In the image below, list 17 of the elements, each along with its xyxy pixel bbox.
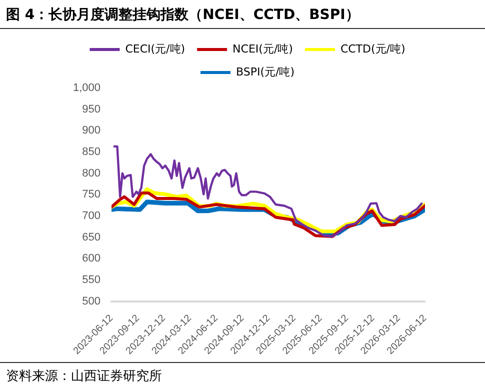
y-tick-label: 900 [82,124,101,137]
legend-label: CECI(元/吨) [125,42,186,56]
y-tick-label: 500 [82,295,101,308]
y-tick-label: 950 [82,103,101,116]
y-tick-label: 800 [82,167,101,180]
text: 资料来源：山西证券研究所 [0,362,485,389]
legend-label: CCTD(元/吨) [340,42,406,56]
y-tick-label: 850 [82,146,101,158]
y-tick-label: 750 [82,188,101,201]
legend-label: BSPI(元/吨) [236,65,295,78]
legend-label: NCEI(元/吨) [232,42,293,56]
y-tick-label: 1,000 [72,82,101,94]
chart-title: 图 4：长协月度调整挂钩指数（NCEI、CCTD、BSPI） [0,0,485,29]
y-tick-label: 700 [82,210,101,222]
y-tick-label: 600 [82,252,101,265]
y-tick-label: 550 [82,274,101,286]
y-tick-label: 650 [82,231,101,244]
